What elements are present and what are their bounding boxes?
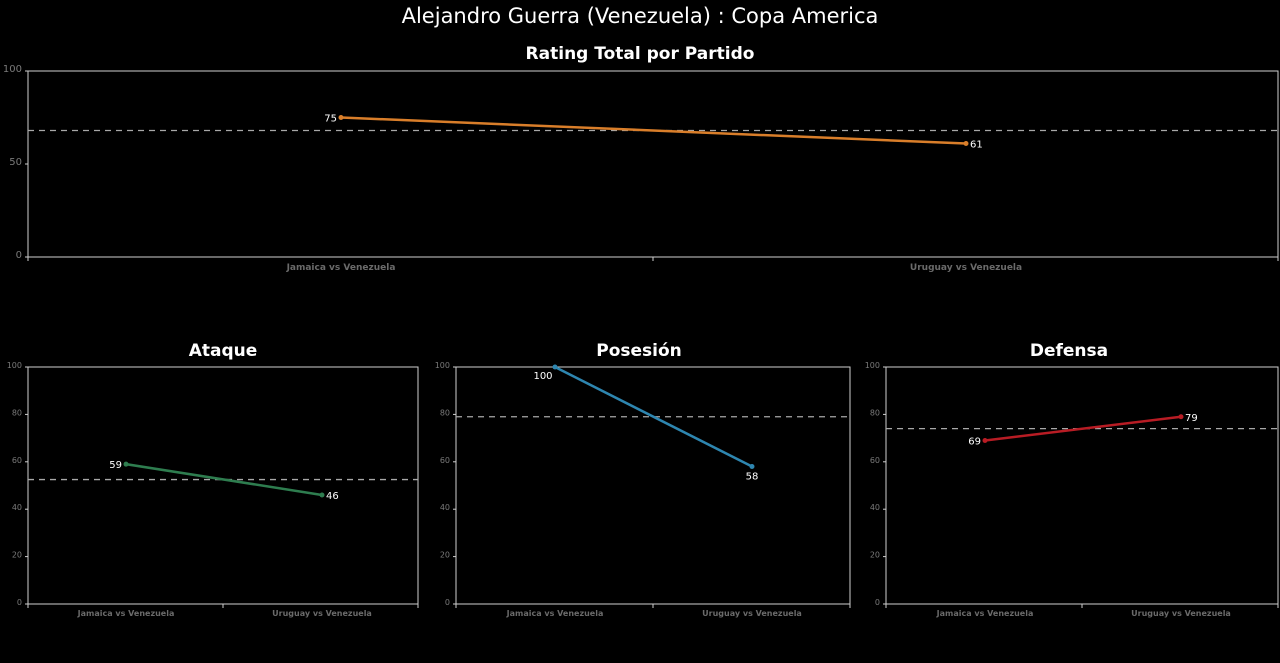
series-line-rating-total	[340, 116, 967, 145]
x-category-label: Uruguay vs Venezuela	[1131, 609, 1231, 618]
y-tick-label: 40	[440, 503, 450, 512]
y-tick-label: 0	[875, 598, 880, 607]
y-tick-label: 100	[865, 361, 880, 370]
x-category-label: Uruguay vs Venezuela	[910, 263, 1022, 273]
x-category-label: Uruguay vs Venezuela	[272, 609, 372, 618]
x-category-label: Jamaica vs Venezuela	[286, 263, 396, 273]
chart-title-defensa: Defensa	[1029, 341, 1109, 361]
y-tick-label: 20	[870, 551, 880, 560]
data-point	[982, 437, 988, 443]
data-point	[338, 115, 344, 120]
x-category-label: Jamaica vs Venezuela	[77, 609, 175, 618]
y-tick-label: 40	[12, 503, 22, 512]
data-label: 61	[970, 140, 983, 151]
y-tick-label: 40	[870, 503, 880, 512]
x-category-label: Jamaica vs Venezuela	[936, 609, 1034, 618]
y-tick-label: 50	[9, 157, 22, 168]
y-tick-label: 80	[440, 408, 450, 417]
y-tick-label: 60	[12, 456, 22, 465]
series-line-ataque	[125, 462, 323, 497]
y-tick-label: 80	[12, 408, 22, 417]
data-point	[319, 492, 325, 498]
chart-title-posesion: Posesión	[596, 341, 682, 361]
y-tick-label: 100	[7, 361, 22, 370]
data-point	[552, 364, 558, 370]
y-tick-label: 60	[870, 456, 880, 465]
y-tick-label: 0	[445, 598, 450, 607]
data-label: 75	[324, 114, 337, 125]
x-category-label: Jamaica vs Venezuela	[506, 609, 604, 618]
y-tick-label: 20	[12, 551, 22, 560]
plot-frame-ataque	[27, 366, 419, 605]
plot-frame-defensa	[885, 366, 1279, 605]
series-line-defensa	[984, 415, 1182, 442]
data-label: 59	[109, 460, 122, 471]
data-point	[123, 461, 129, 467]
data-label: 46	[326, 491, 339, 502]
x-category-label: Uruguay vs Venezuela	[702, 609, 802, 618]
plot-frame-posesion	[455, 366, 851, 605]
data-label: 58	[746, 472, 759, 483]
y-tick-label: 20	[440, 551, 450, 560]
y-tick-label: 100	[3, 64, 22, 75]
plot-frame-rating-total	[27, 70, 1279, 258]
data-label: 69	[968, 436, 981, 447]
series-line-posesion	[554, 365, 753, 468]
y-tick-label: 0	[16, 250, 22, 261]
data-point	[749, 464, 755, 470]
y-tick-label: 80	[870, 408, 880, 417]
y-tick-label: 100	[435, 361, 450, 370]
data-label: 79	[1185, 413, 1198, 424]
y-tick-label: 60	[440, 456, 450, 465]
chart-title-rating-total: Rating Total por Partido	[525, 44, 755, 64]
page-title: Alejandro Guerra (Venezuela) : Copa Amer…	[401, 4, 879, 28]
data-label: 100	[533, 371, 552, 382]
chart-title-ataque: Ataque	[188, 341, 258, 361]
data-point	[963, 141, 969, 147]
data-point	[1178, 414, 1184, 420]
y-tick-label: 0	[17, 598, 22, 607]
